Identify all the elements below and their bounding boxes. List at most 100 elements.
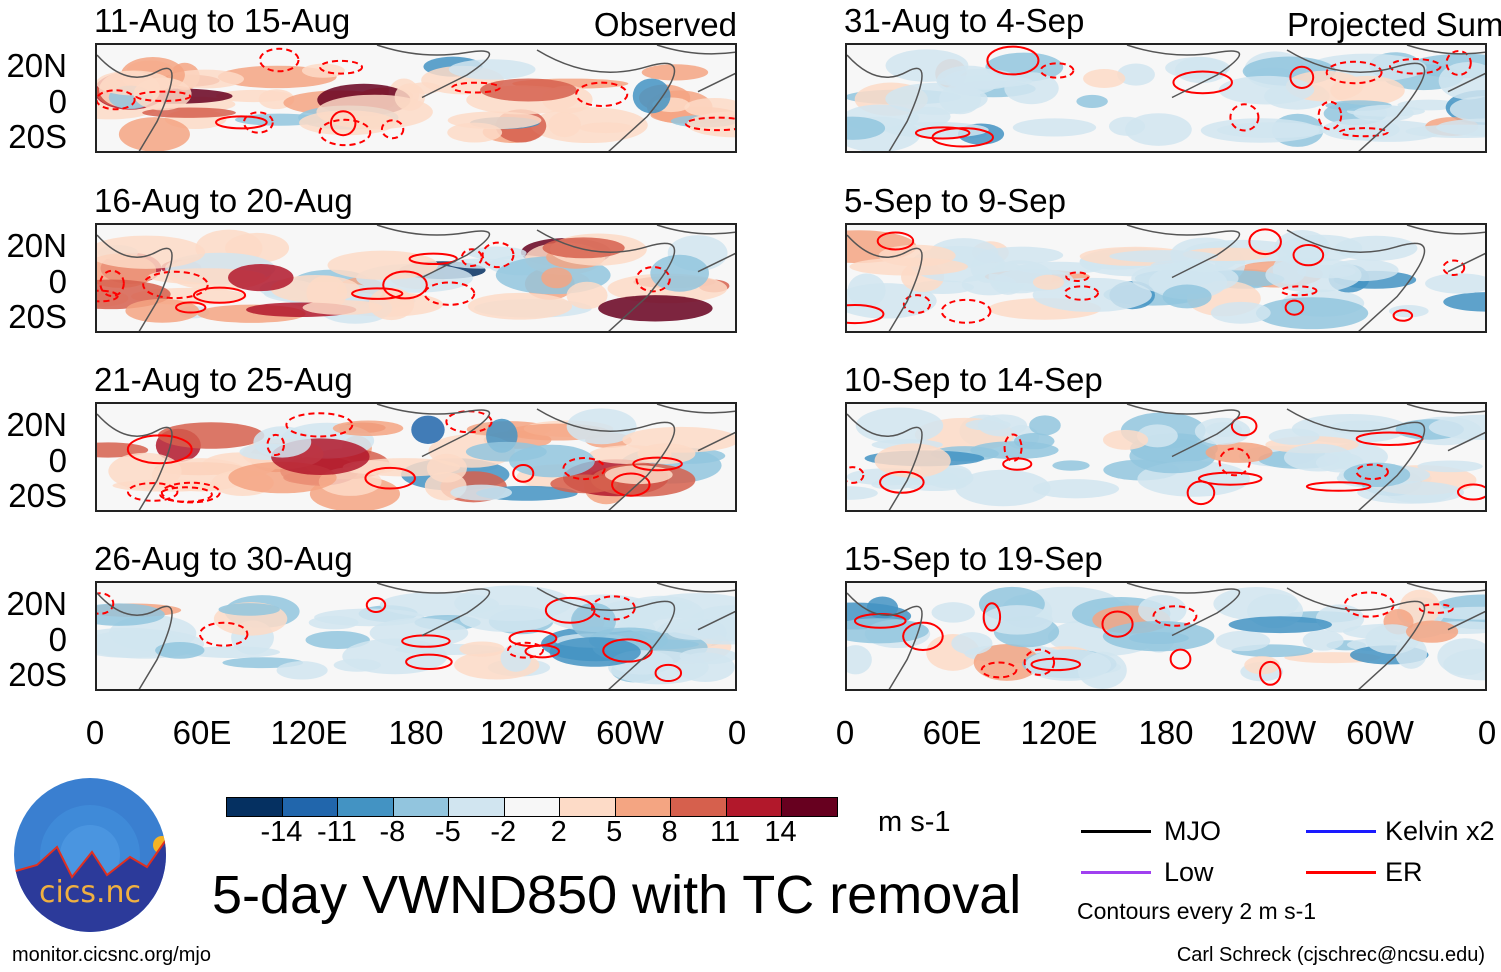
anomaly-shading [570, 602, 617, 639]
colorbar-units: m s-1 [878, 806, 951, 838]
lat-label: 20N [6, 47, 67, 84]
anomaly-shading [847, 273, 886, 308]
anomaly-shading [448, 59, 536, 80]
panel-tag: Projected Sum [1287, 6, 1501, 43]
er-contour [508, 629, 558, 648]
anomaly-shading [1165, 57, 1230, 79]
er-contour [1305, 481, 1372, 492]
er-contour [97, 592, 115, 615]
anomaly-shading [305, 630, 370, 649]
er-contour [1003, 433, 1023, 462]
er-contour [1392, 309, 1414, 322]
coastline [536, 49, 676, 151]
panel-title: 26-Aug to 30-Aug [94, 540, 353, 577]
er-contour [351, 287, 404, 300]
vwnd-map [847, 404, 1485, 510]
anomaly-shading [632, 78, 671, 114]
anomaly-shading [1205, 442, 1273, 463]
anomaly-shading [541, 267, 573, 289]
lon-label: 60E [922, 714, 982, 751]
colorbar-bin [449, 798, 505, 816]
colorbar-bin [615, 798, 672, 816]
anomaly-shading [566, 408, 637, 445]
er-contour [1292, 243, 1325, 267]
panel-title: 16-Aug to 20-Aug [94, 182, 353, 219]
coastline [847, 234, 923, 331]
legend-mjo-label: MJO [1164, 816, 1221, 846]
lon-label: 180 [1138, 714, 1194, 751]
anomaly-shading [97, 235, 206, 269]
anomaly-shading [302, 300, 383, 315]
anomaly-shading [1131, 262, 1239, 295]
coastline [97, 592, 173, 689]
lat-label: 20S [8, 118, 67, 155]
anomaly-shading [1032, 274, 1065, 290]
er-contour [1023, 648, 1056, 676]
er-contour [135, 90, 192, 102]
anomaly-shading [847, 116, 886, 140]
anomaly-shading [1255, 297, 1369, 330]
coastline [97, 234, 173, 331]
legend-mjo-line [1081, 830, 1151, 833]
er-contour [512, 463, 535, 483]
anomaly-shading [1117, 63, 1155, 86]
anomaly-shading [939, 84, 982, 115]
vwnd-map [97, 404, 735, 510]
coastline [536, 587, 676, 689]
er-contour [401, 634, 451, 648]
colorbar-bin [726, 798, 783, 816]
lat-label: 0 [48, 621, 67, 658]
anomaly-shading [849, 257, 968, 276]
er-contour [544, 596, 596, 624]
er-contour [980, 661, 1018, 679]
vwnd-map [847, 583, 1485, 689]
er-contour [99, 269, 125, 298]
er-contour [1355, 463, 1389, 481]
coastline [847, 592, 923, 689]
anomaly-shading [1012, 118, 1097, 137]
anomaly-shading [368, 287, 415, 321]
lon-label: 120E [270, 714, 348, 751]
footer-author: Carl Schreck (cjschrec@ncsu.edu) [1176, 944, 1485, 966]
map-panel [845, 402, 1487, 512]
coastline [536, 408, 676, 510]
legend-kelvin-line [1306, 830, 1376, 833]
er-contour [174, 301, 207, 314]
anomaly-shading [1215, 630, 1271, 652]
lat-label: 20N [6, 227, 67, 264]
anomaly-shading [977, 414, 1028, 437]
er-contour [1002, 457, 1033, 471]
er-contour [902, 621, 944, 651]
lat-label: 0 [48, 263, 67, 300]
anomaly-shading [1268, 428, 1320, 445]
er-contour [940, 298, 992, 324]
anomaly-shading [579, 122, 634, 134]
anomaly-shading [1210, 301, 1271, 324]
vwnd-map [97, 45, 735, 151]
colorbar-label: -8 [379, 816, 406, 848]
anomaly-shading [1032, 277, 1152, 313]
lat-label: 20S [8, 477, 67, 514]
er-contour [97, 89, 136, 111]
anomaly-shading [1343, 462, 1411, 488]
anomaly-shading [1162, 284, 1212, 309]
coastline [376, 225, 490, 279]
anomaly-shading [1365, 624, 1420, 655]
coastline [1126, 225, 1240, 279]
anomaly-shading [1265, 257, 1362, 293]
anomaly-shading [1004, 72, 1059, 105]
er-contour [266, 433, 285, 457]
lat-label: 20S [8, 298, 67, 335]
er-contour [986, 45, 1040, 76]
anomaly-shading [108, 452, 182, 490]
anomaly-shading [1200, 118, 1320, 143]
anomaly-shading [1125, 113, 1192, 146]
lon-label: 0 [727, 714, 747, 751]
er-contour [1230, 415, 1258, 437]
anomaly-shading [500, 644, 532, 672]
anomaly-shading [1428, 414, 1485, 441]
anomaly-shading [332, 420, 404, 437]
er-contour [142, 270, 209, 300]
map-panel [95, 581, 737, 691]
er-contour [1101, 610, 1134, 638]
